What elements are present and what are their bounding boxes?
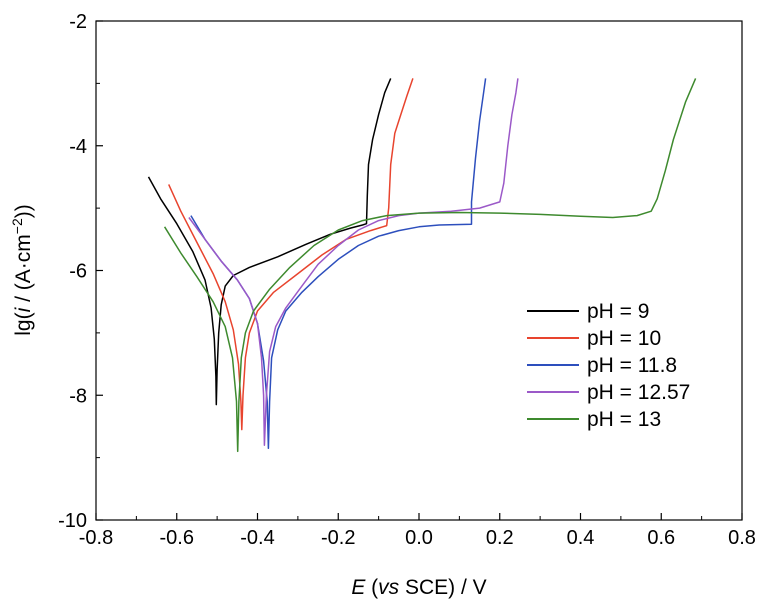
x-tick-label: 0.2 [486, 527, 514, 549]
y-axis-title: lg(i / (A·cm−2)) [9, 204, 35, 335]
legend-label-2: pH = 11.8 [587, 354, 677, 377]
x-tick-label: -0.6 [160, 527, 194, 549]
legend-label-3: pH = 12.57 [587, 381, 690, 404]
y-tick-label: -6 [69, 261, 87, 283]
y-tick-label: -10 [58, 510, 87, 532]
data-series [147, 78, 697, 453]
legend-label-1: pH = 10 [587, 327, 661, 350]
legend-label-0: pH = 9 [587, 300, 649, 323]
x-tick-label: 0.6 [647, 527, 675, 549]
x-tick-label: -0.8 [79, 527, 113, 549]
legend: pH = 9 pH = 10 pH = 11.8 pH = 12.57 pH = 13 [527, 300, 690, 431]
y-tick-label: -2 [69, 11, 87, 33]
series-line-3 [188, 78, 519, 446]
axis-tick-labels: -0.8 -0.6 -0.4 -0.2 0.0 0.2 0.4 0.6 0.8 -2 -4 -6 -8 -… [58, 11, 756, 549]
x-tick-label: -0.4 [240, 527, 274, 549]
x-tick-label: 0.0 [405, 527, 433, 549]
series-line-1 [168, 78, 414, 431]
x-tick-label: -0.2 [321, 527, 355, 549]
y-tick-label: -4 [69, 136, 87, 158]
x-tick-label: 0.8 [728, 527, 756, 549]
x-tick-label: 0.4 [567, 527, 595, 549]
series-line-4 [163, 78, 697, 453]
x-axis-title: E (vs SCE) / V [351, 576, 486, 599]
axis-ticks [95, 20, 743, 521]
legend-label-4: pH = 13 [587, 408, 661, 431]
y-tick-label: -8 [69, 385, 87, 407]
